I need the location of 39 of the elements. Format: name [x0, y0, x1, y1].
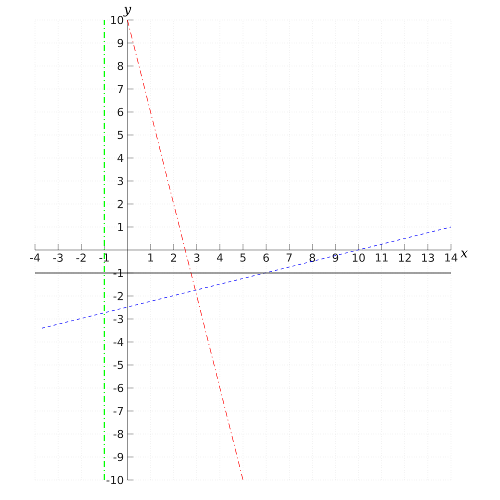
- x-axis-title: x: [460, 250, 468, 258]
- x-tick-label: 11: [376, 254, 388, 262]
- x-tick-label: 7: [286, 254, 292, 262]
- x-tick-label: -2: [76, 254, 86, 262]
- x-tick-label: 1: [148, 254, 154, 262]
- x-tick-label: -3: [53, 254, 63, 262]
- x-tick-label: 5: [240, 254, 246, 262]
- y-tick-label: -6: [113, 384, 124, 392]
- x-tick-label: 3: [194, 254, 200, 262]
- x-tick-label: 4: [216, 254, 223, 262]
- y-tick-label: -8: [113, 430, 124, 438]
- x-tick-label: 2: [170, 254, 176, 262]
- y-tick-label: -3: [113, 314, 124, 324]
- y-tick-label: 3: [118, 176, 124, 186]
- y-tick-label: 4: [117, 154, 124, 162]
- x-tick-label: 12: [398, 254, 411, 262]
- y-axis-title: y: [123, 6, 132, 16]
- x-tick-label: -1: [99, 254, 109, 262]
- x-tick-label: 14: [445, 254, 458, 262]
- y-tick-label: -9: [113, 452, 124, 462]
- y-tick-label: 8: [118, 62, 124, 70]
- y-tick-label: 9: [118, 38, 124, 48]
- x-tick-label: 8: [310, 254, 316, 262]
- x-tick-label: -4: [30, 254, 40, 262]
- y-tick-label: -10: [106, 476, 124, 484]
- x-tick-label: 13: [422, 254, 434, 262]
- y-tick-label: 10: [111, 16, 124, 24]
- y-tick-label: -7: [113, 406, 123, 416]
- y-tick-label: -4: [113, 338, 124, 346]
- x-tick-label: 6: [263, 254, 269, 262]
- x-tick-label: 10: [352, 254, 365, 262]
- y-tick-label: 5: [118, 130, 123, 140]
- y-tick-label: 2: [118, 200, 123, 208]
- x-tick-label: 9: [332, 254, 338, 262]
- y-tick-label: -5: [113, 360, 123, 370]
- y-tick-label: -2: [113, 292, 123, 300]
- y-tick-label: 7: [118, 84, 123, 94]
- y-tick-label: 6: [118, 108, 124, 116]
- y-tick-label: 1: [118, 222, 123, 232]
